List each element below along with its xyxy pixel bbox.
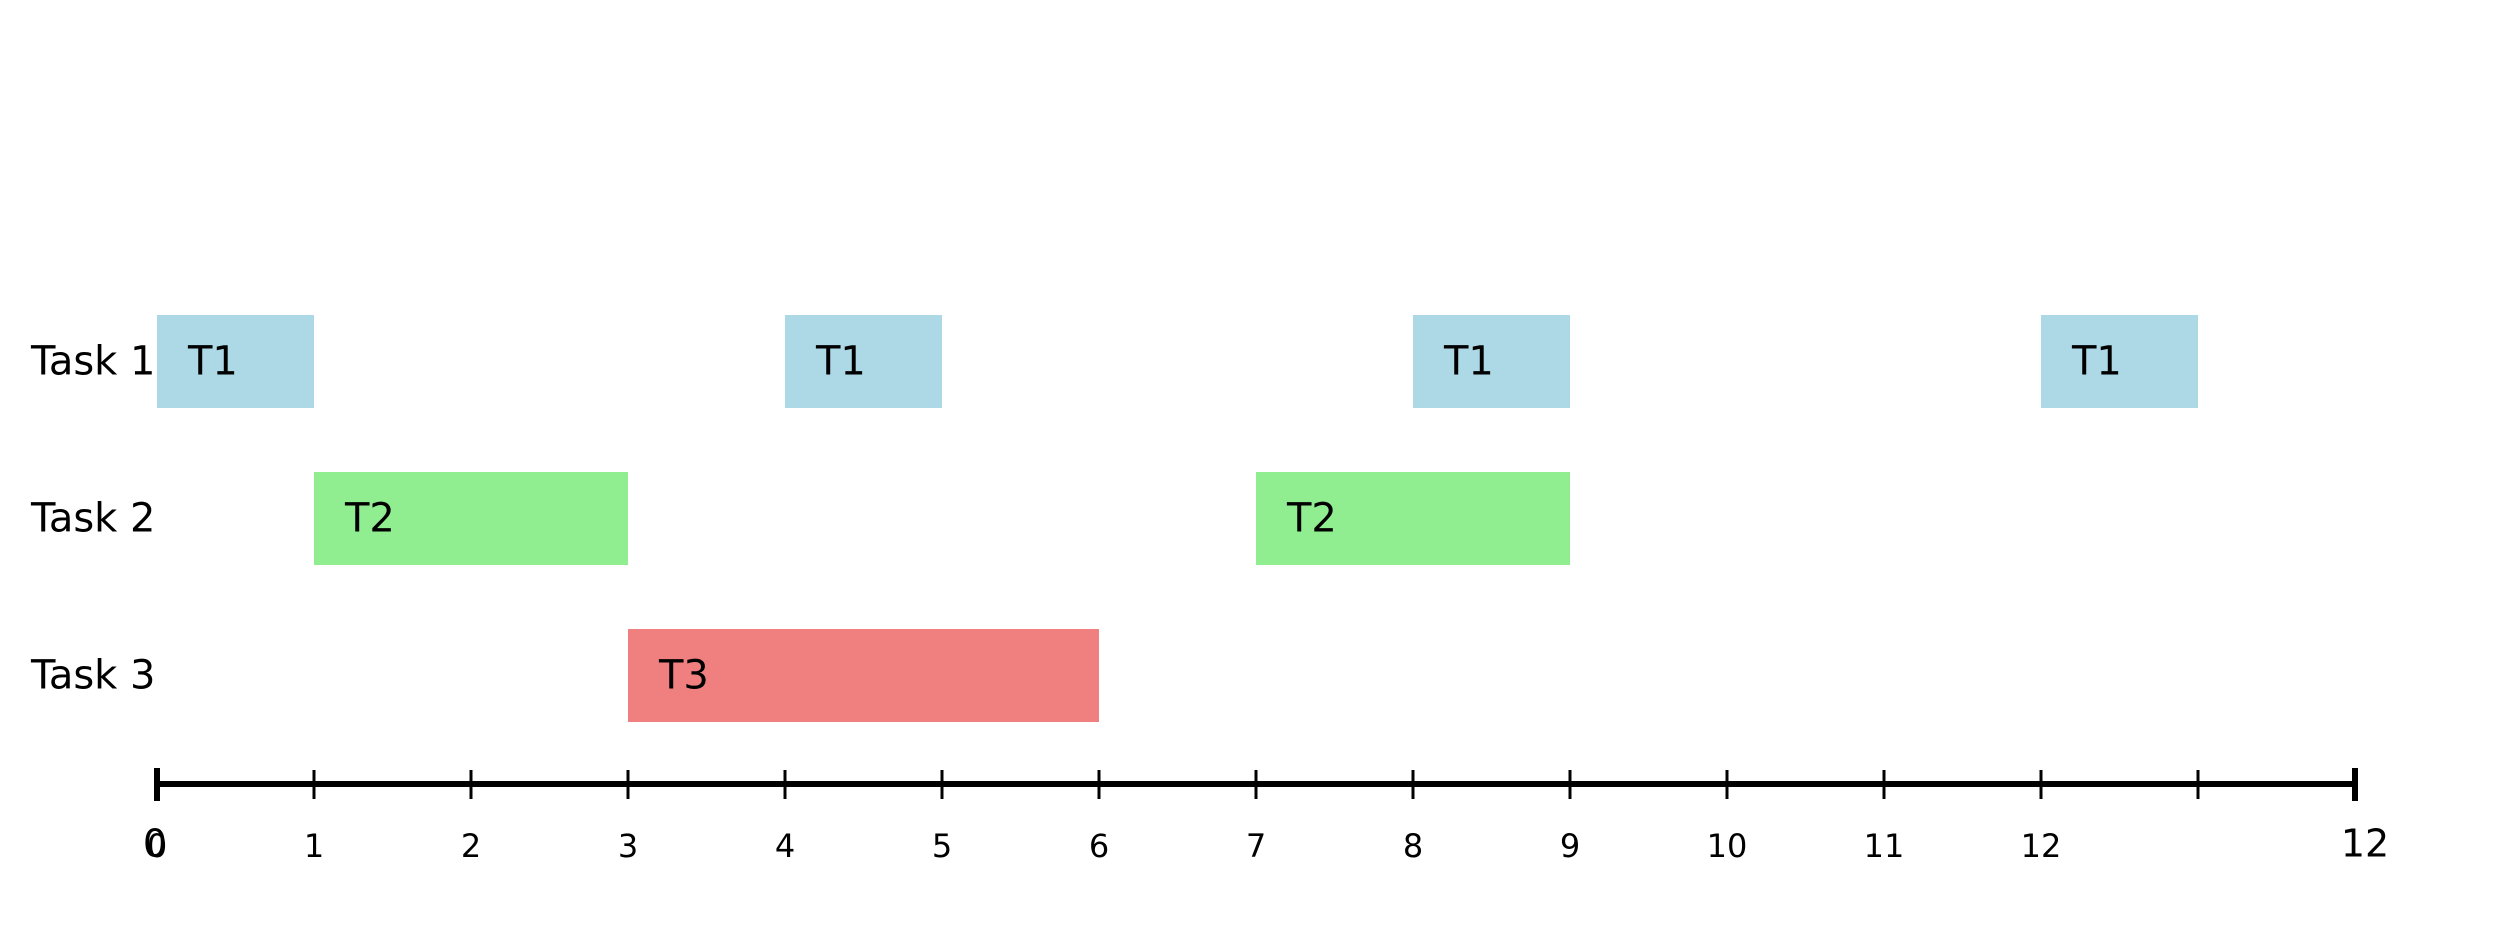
tick-label: 2 xyxy=(461,827,481,865)
tick-label: 1 xyxy=(304,827,324,865)
tick-label: 8 xyxy=(1403,827,1423,865)
tick-label: 10 xyxy=(1707,827,1748,865)
task-bar xyxy=(1256,472,1570,565)
task-bar-label: T2 xyxy=(344,496,395,542)
task-bar-label: T1 xyxy=(2071,339,2122,385)
tick-label: 0 xyxy=(147,827,167,865)
task-bar-label: T3 xyxy=(658,653,709,699)
axis-end-labels: 0 12 xyxy=(143,822,2389,866)
task-bar xyxy=(157,315,314,408)
task-bar-label: T1 xyxy=(187,339,238,385)
tick-label: 6 xyxy=(1089,827,1109,865)
task-bar-label: T2 xyxy=(1286,496,1337,542)
task-bar xyxy=(1413,315,1570,408)
task-bar xyxy=(2041,315,2198,408)
tick-label: 9 xyxy=(1560,827,1580,865)
task-bar xyxy=(314,472,628,565)
tick-label: 11 xyxy=(1864,827,1905,865)
axis-end-label: 0 xyxy=(143,822,167,866)
task-bar-label: T1 xyxy=(1443,339,1494,385)
task-bar xyxy=(628,629,1099,722)
row-labels: Task 1 Task 2 Task 3 xyxy=(30,339,156,699)
task-bar-label: T1 xyxy=(815,339,866,385)
tick-label: 12 xyxy=(2021,827,2062,865)
row-label: Task 3 xyxy=(30,653,156,699)
row-label: Task 1 xyxy=(30,339,156,385)
bars: T1 T1 T1 T1 T2 T2 T3 xyxy=(157,315,2198,722)
axis-ticks: 0 1 2 3 4 5 6 7 8 9 10 11 12 xyxy=(147,768,2358,865)
tick-label: 5 xyxy=(932,827,952,865)
tick-label: 4 xyxy=(775,827,795,865)
tick-label: 7 xyxy=(1246,827,1266,865)
task-bar xyxy=(785,315,942,408)
axis-end-label: 12 xyxy=(2341,822,2389,866)
row-label: Task 2 xyxy=(30,496,156,542)
tick-label: 3 xyxy=(618,827,638,865)
